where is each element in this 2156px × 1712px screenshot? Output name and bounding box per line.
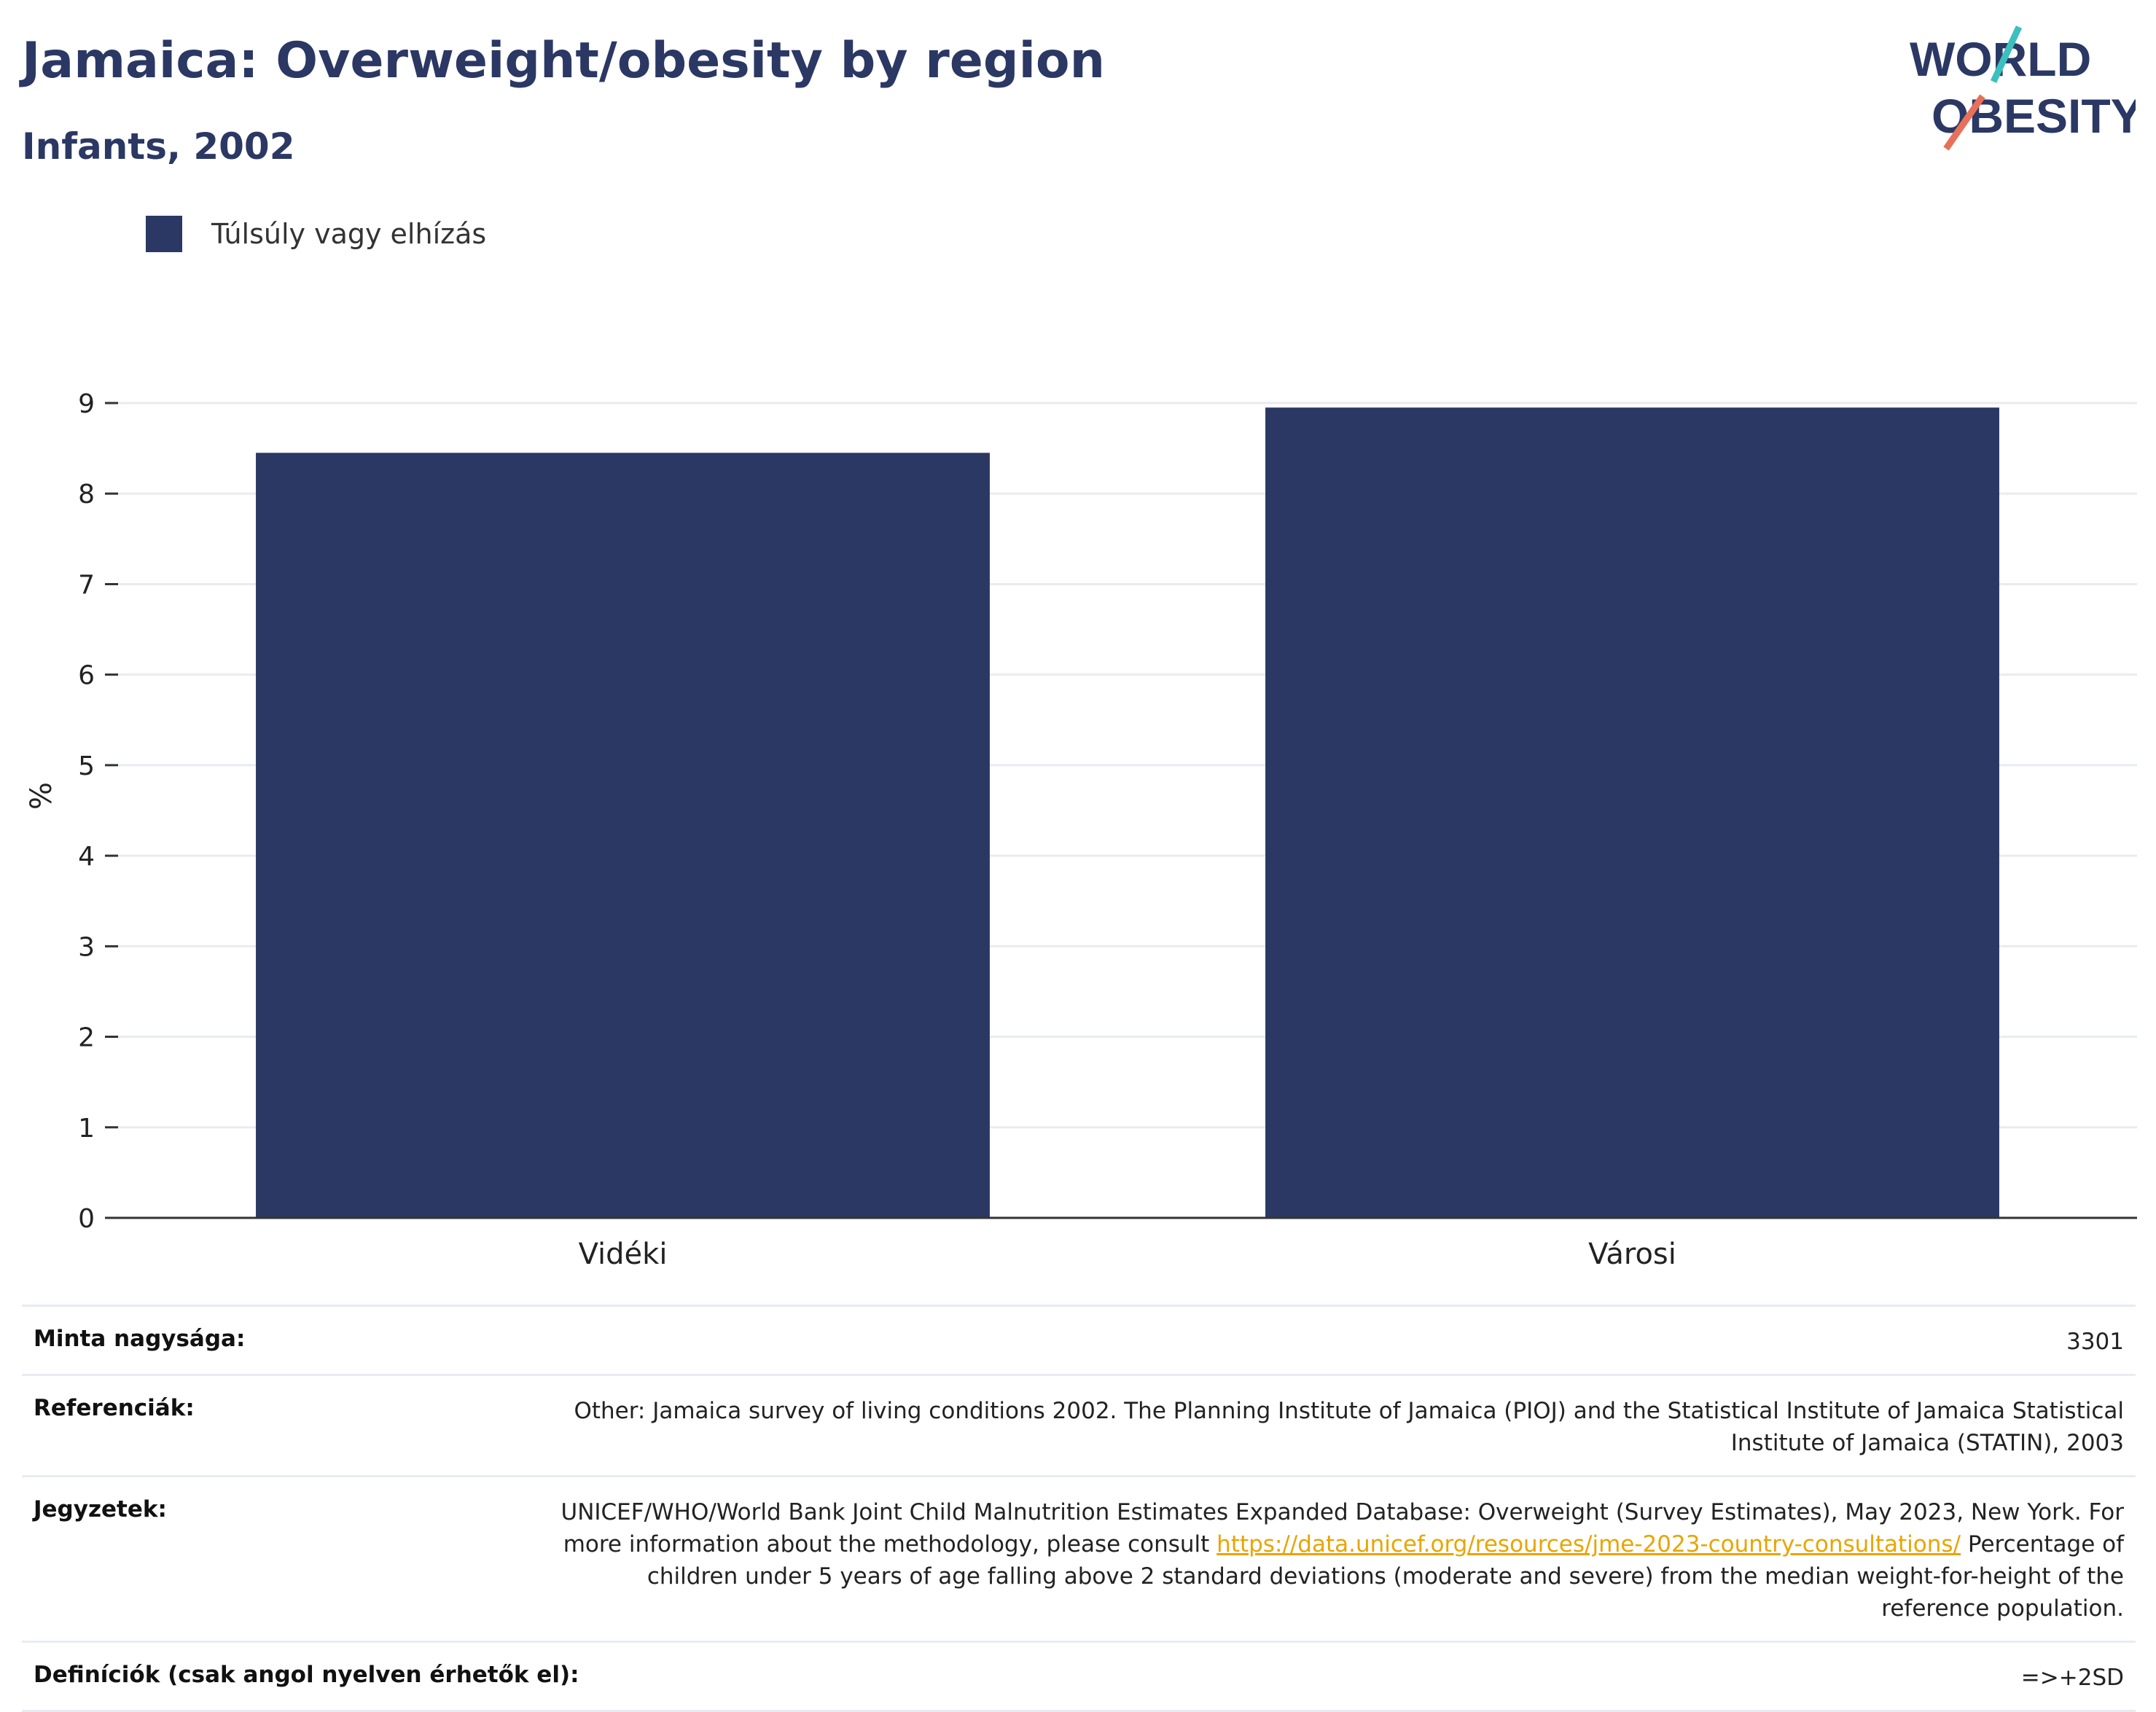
y-tick-label: 5 <box>78 751 95 781</box>
references-label: Referenciák: <box>34 1395 195 1421</box>
y-tick-label: 6 <box>78 661 95 691</box>
bar-chart: 0 1 2 3 4 5 6 7 8 9 Vidéki Városi % <box>25 389 2137 1271</box>
x-tick-labels: Vidéki Városi <box>579 1238 1676 1271</box>
logo-coral-stroke <box>1943 94 1985 151</box>
legend-swatch <box>146 216 182 252</box>
table-row-definitions: Definíciók (csak angol nyelven érhetők e… <box>22 1641 2136 1712</box>
y-tick-label: 8 <box>78 480 95 509</box>
definitions-label: Definíciók (csak angol nyelven érhetők e… <box>34 1662 579 1688</box>
definitions-value: =>+2SD <box>2020 1665 2124 1691</box>
table-row-sample: Minta nagysága: 3301 <box>22 1305 2136 1374</box>
y-tick-labels: 0 1 2 3 4 5 6 7 8 9 <box>78 389 118 1234</box>
notes-value: UNICEF/WHO/World Bank Joint Child Malnut… <box>550 1496 2125 1625</box>
x-tick-label: Vidéki <box>579 1238 668 1271</box>
info-table: Minta nagysága: 3301 Referenciák: Other:… <box>22 1305 2136 1712</box>
sample-value: 3301 <box>2066 1329 2124 1355</box>
table-row-references: Referenciák: Other: Jamaica survey of li… <box>22 1374 2136 1475</box>
bar-2[interactable] <box>1265 407 1999 1218</box>
y-axis-label: % <box>25 782 58 810</box>
notes-label: Jegyzetek: <box>34 1496 167 1523</box>
bar-1[interactable] <box>256 453 990 1218</box>
y-tick-label: 9 <box>78 389 95 419</box>
page-title: Jamaica: Overweight/obesity by region <box>22 32 1106 90</box>
logo-teal-stroke <box>1990 26 2023 83</box>
table-row-notes: Jegyzetek: UNICEF/WHO/World Bank Joint C… <box>22 1475 2136 1641</box>
y-tick-label: 0 <box>78 1204 95 1234</box>
y-tick-label: 3 <box>78 932 95 962</box>
notes-text-1: UNICEF/WHO/World Bank Joint Child Malnut… <box>561 1499 2125 1557</box>
page-subtitle: Infants, 2002 <box>22 125 295 168</box>
bars <box>256 407 1999 1218</box>
notes-text-2: Percentage of children under 5 years of … <box>647 1531 2124 1622</box>
y-tick-label: 1 <box>78 1114 95 1144</box>
notes-link[interactable]: https://data.unicef.org/resources/jme-20… <box>1216 1531 1961 1557</box>
sample-label: Minta nagysága: <box>34 1326 246 1352</box>
references-value: Other: Jamaica survey of living conditio… <box>574 1398 2124 1456</box>
world-obesity-logo: WORLD OBESITY <box>1910 26 2136 151</box>
y-tick-label: 7 <box>78 570 95 600</box>
legend-label: Túlsúly vagy elhízás <box>211 218 487 250</box>
y-tick-label: 4 <box>78 842 95 872</box>
x-tick-label: Városi <box>1588 1238 1676 1271</box>
chart-legend[interactable]: Túlsúly vagy elhízás <box>146 216 486 252</box>
y-tick-label: 2 <box>78 1023 95 1053</box>
